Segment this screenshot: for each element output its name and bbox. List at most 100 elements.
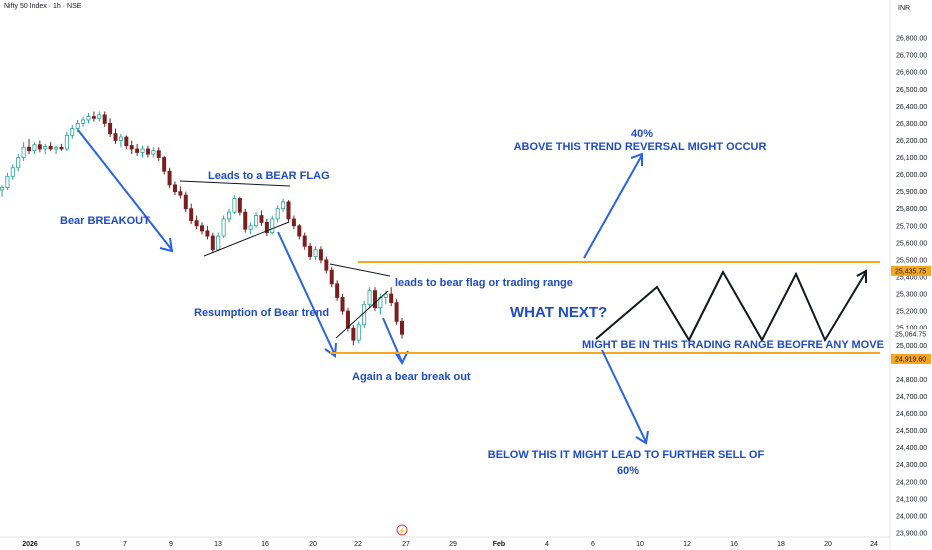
x-tick-label: 20 <box>824 541 832 548</box>
candle-body <box>248 225 253 230</box>
candle-body <box>64 134 69 150</box>
y-tick-label: 25,100.00 <box>896 326 927 333</box>
candle-body <box>227 211 232 220</box>
down-projection-arrow <box>601 349 647 443</box>
candle-body <box>135 148 140 153</box>
candle-body <box>32 144 37 152</box>
candle-body <box>362 303 367 326</box>
y-tick-label: 26,200.00 <box>896 138 927 145</box>
y-tick-label: 25,000.00 <box>896 343 927 350</box>
x-tick-label: 6 <box>591 541 595 548</box>
y-tick-label: 26,600.00 <box>896 70 927 77</box>
flag-lower-line <box>203 221 290 257</box>
candle-body <box>113 133 118 141</box>
x-tick-label: 27 <box>402 541 410 548</box>
candle-body <box>27 146 32 152</box>
y-tick-label: 25,600.00 <box>896 240 927 247</box>
flag2-lower-line <box>335 290 389 339</box>
x-tick-label: Feb <box>493 541 505 548</box>
candle-body <box>216 235 221 251</box>
candle-body <box>167 170 172 186</box>
candle-body <box>81 119 86 124</box>
candle-body <box>199 225 204 232</box>
price-badge-label: 24,919.60 <box>895 356 926 363</box>
candle-body <box>281 201 286 210</box>
candle-body <box>254 215 259 227</box>
again-break-label: Again a bear break out <box>352 371 471 383</box>
x-tick-label: 20 <box>309 541 317 548</box>
y-tick-label: 23,900.00 <box>896 531 927 538</box>
candle-body <box>0 186 4 191</box>
candle-body <box>221 218 226 237</box>
y-tick-label: 26,100.00 <box>896 155 927 162</box>
candle-body <box>232 198 237 213</box>
candle-body <box>86 116 91 121</box>
x-tick-label: 13 <box>214 541 222 548</box>
candle-body <box>37 144 42 150</box>
candle-body <box>43 146 48 150</box>
candle-body <box>145 148 150 155</box>
candle-body <box>259 215 264 223</box>
x-tick-label: 22 <box>354 541 362 548</box>
y-tick-label: 24,100.00 <box>896 496 927 503</box>
candle-body <box>318 249 323 261</box>
pct-up-label: 40% <box>631 128 653 140</box>
y-tick-label: 24,800.00 <box>896 377 927 384</box>
x-tick-label: 7 <box>123 541 127 548</box>
up-projection-arrowhead <box>630 152 643 166</box>
tradingview-logo-icon: ⚡ <box>396 524 408 536</box>
above-label: ABOVE THIS TREND REVERSAL MIGHT OCCUR <box>514 141 767 153</box>
candle-body <box>118 136 123 141</box>
candle-body <box>21 146 26 158</box>
candle-body <box>243 211 248 230</box>
candle-body <box>108 123 113 135</box>
y-tick-label: 25,400.00 <box>896 275 927 282</box>
range-zigzag-arrowhead <box>856 269 867 283</box>
candle-body <box>129 145 134 150</box>
candle-body <box>308 245 313 257</box>
y-tick-label: 24,200.00 <box>896 479 927 486</box>
candle-body <box>178 191 183 196</box>
x-tick-label: 10 <box>636 541 644 548</box>
x-tick-label: 16 <box>730 541 738 548</box>
again-break-arrow <box>382 317 403 363</box>
candle-body <box>302 235 307 247</box>
range-label: MIGHT BE IN THIS TRADING RANGE BEOFRE AN… <box>582 339 884 351</box>
candle-body <box>124 136 129 146</box>
y-tick-label: 26,700.00 <box>896 53 927 60</box>
candle-body <box>59 146 64 150</box>
y-tick-label: 26,500.00 <box>896 87 927 94</box>
bear-breakout-label: Bear BREAKOUT <box>60 215 150 227</box>
candle-body <box>48 146 53 150</box>
y-tick-label: 25,500.00 <box>896 257 927 264</box>
y-tick-label: 26,800.00 <box>896 36 927 43</box>
y-tick-label: 26,400.00 <box>896 104 927 111</box>
candle-body <box>54 146 59 150</box>
drawings: Bear BREAKOUT Leads to a BEAR FLAG Resum… <box>60 128 884 477</box>
y-tick-label: 24,300.00 <box>896 462 927 469</box>
again-break-arrowhead <box>394 350 409 366</box>
y-tick-label: 25,200.00 <box>896 309 927 316</box>
range-zigzag <box>595 269 867 343</box>
candle-body <box>183 194 188 210</box>
candles <box>0 111 404 346</box>
y-tick-label: 24,600.00 <box>896 411 927 418</box>
candle-body <box>351 327 356 341</box>
y-tick-label: 25,700.00 <box>896 223 927 230</box>
candle-body <box>151 150 156 155</box>
candle-body <box>291 218 296 227</box>
candle-body <box>70 128 75 136</box>
candle-body <box>156 150 161 158</box>
candle-body <box>5 175 10 188</box>
y-tick-label: 25,800.00 <box>896 206 927 213</box>
time-axis: 2026 5 7 9 13 16 20 22 27 29 Feb 4 6 10 12 16 18 20 24 <box>0 536 890 548</box>
candle-body <box>329 269 334 285</box>
candle-body <box>140 148 145 153</box>
candle-body <box>335 283 340 298</box>
y-tick-label: 25,900.00 <box>896 189 927 196</box>
x-tick-label: 24 <box>870 541 878 548</box>
candle-body <box>205 230 210 237</box>
candle-body <box>324 259 329 271</box>
y-tick-label: 26,000.00 <box>896 172 927 179</box>
